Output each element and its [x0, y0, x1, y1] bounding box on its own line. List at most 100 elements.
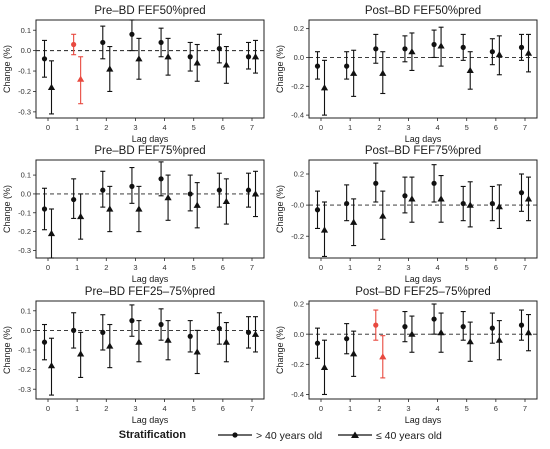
- y-tick-label: -0.2: [18, 365, 31, 374]
- y-tick-label: -0.0: [291, 201, 304, 210]
- x-tick-label: 3: [133, 404, 137, 413]
- y-tick-label: -0.2: [18, 87, 31, 96]
- point-triangle: [320, 226, 329, 233]
- point-circle: [216, 45, 222, 52]
- point-circle: [431, 41, 437, 48]
- x-tick-label: 6: [221, 123, 225, 132]
- point-circle: [100, 39, 106, 46]
- panel-title: Pre–BD FEF75%pred: [94, 145, 205, 157]
- panel-frame: [308, 19, 538, 119]
- point-triangle: [495, 203, 503, 210]
- x-axis-label: Lag days: [405, 274, 442, 284]
- point-triangle: [350, 350, 358, 357]
- x-tick-label: 1: [348, 123, 352, 132]
- panel-title: Pre–BD FEF50%pred: [94, 5, 205, 17]
- x-tick-label: 0: [319, 404, 323, 413]
- point-triangle: [77, 212, 85, 220]
- point-triangle: [524, 195, 533, 202]
- legend-label-under-40: ≤ 40 years old: [376, 430, 442, 442]
- x-tick-label: 5: [465, 263, 469, 272]
- point-circle: [314, 340, 321, 346]
- y-axis-label: Change (%): [275, 45, 285, 93]
- point-circle: [344, 336, 350, 342]
- point-triangle: [164, 53, 172, 60]
- x-tick-label: 3: [406, 263, 410, 272]
- point-circle: [373, 46, 379, 52]
- point-circle: [402, 193, 408, 199]
- panels-group: Pre–BD FEF50%pred -0.3 -0.2 -0.1 0.0 0.1 0 1 2 3 4…: [2, 5, 538, 425]
- y-tick-label: -0.4: [291, 390, 304, 399]
- panel-frame: [308, 159, 538, 259]
- x-axis-label: Lag days: [405, 134, 442, 144]
- point-circle: [489, 49, 495, 55]
- point-triangle: [47, 83, 56, 90]
- point-triangle: [222, 338, 230, 345]
- legend-title: Stratification: [119, 429, 187, 441]
- legend-circle-marker: [232, 432, 238, 438]
- point-triangle: [524, 329, 533, 336]
- point-circle: [100, 329, 106, 335]
- point-circle: [245, 329, 252, 335]
- panel-title: Pre–BD FEF25–75%pred: [85, 286, 215, 298]
- y-tick-label: -0.2: [18, 227, 31, 236]
- point-triangle: [251, 53, 260, 60]
- x-tick-label: 0: [319, 123, 323, 132]
- point-triangle: [524, 49, 533, 56]
- point-circle: [460, 324, 466, 330]
- point-circle: [41, 339, 48, 345]
- x-tick-label: 5: [465, 404, 469, 413]
- x-tick-label: 1: [348, 263, 352, 272]
- x-tick-label: 2: [377, 123, 381, 132]
- x-tick-label: 5: [192, 123, 196, 132]
- y-axis-label: Change (%): [2, 45, 12, 93]
- x-tick-label: 5: [465, 123, 469, 132]
- x-tick-label: 4: [435, 263, 439, 272]
- point-circle: [158, 321, 164, 328]
- point-circle: [431, 180, 437, 186]
- panel-title: Post–BD FEF75%pred: [365, 145, 481, 157]
- panel-frame: [308, 300, 538, 400]
- y-tick-label: -0.3: [18, 246, 31, 255]
- point-triangle: [135, 205, 143, 212]
- point-triangle: [466, 338, 474, 345]
- y-tick-label: -0.2: [291, 232, 304, 241]
- x-tick-label: 0: [319, 263, 323, 272]
- point-circle: [41, 56, 48, 62]
- point-triangle: [320, 84, 329, 91]
- chart-panel-4: Pre–BD FEF25–75%pred -0.3 -0.2 -0.1 0.0 0.1 0 1…: [2, 286, 265, 425]
- y-tick-label: 0.1: [21, 171, 31, 180]
- x-tick-label: 5: [192, 404, 196, 413]
- x-tick-label: 7: [250, 263, 254, 272]
- y-tick-label: 0.2: [294, 24, 304, 33]
- point-triangle: [106, 65, 114, 72]
- point-triangle: [193, 201, 201, 208]
- x-tick-label: 6: [494, 123, 498, 132]
- x-tick-label: 3: [406, 404, 410, 413]
- point-circle: [71, 196, 77, 203]
- point-triangle: [495, 336, 503, 343]
- chart-panel-5: Post–BD FEF25–75%pred -0.4 -0.2 0.0 0.2 0 1 2 3 4…: [275, 286, 538, 425]
- point-triangle: [437, 195, 445, 202]
- point-triangle: [251, 190, 260, 197]
- x-tick-label: 4: [162, 123, 166, 132]
- point-circle: [373, 322, 379, 328]
- y-tick-label: 0.0: [21, 190, 31, 199]
- x-tick-label: 3: [133, 263, 137, 272]
- y-tick-label: 0.0: [294, 330, 304, 339]
- x-tick-label: 7: [250, 123, 254, 132]
- y-tick-label: -0.2: [291, 82, 304, 91]
- x-tick-label: 7: [523, 123, 527, 132]
- chart-panel-1: Post–BD FEF50%pred -0.4 -0.2 0.0 0.2 0 1 2 3 4 5 6 7…: [275, 5, 538, 144]
- point-triangle: [379, 69, 387, 76]
- x-axis-label: Lag days: [132, 134, 169, 144]
- point-circle: [344, 63, 350, 69]
- x-axis-label: Lag days: [132, 274, 169, 284]
- y-tick-label: 0.0: [294, 53, 304, 62]
- point-triangle: [466, 201, 474, 208]
- point-triangle: [77, 350, 85, 357]
- x-tick-label: 4: [435, 404, 439, 413]
- point-circle: [344, 200, 350, 207]
- y-tick-label: 0.1: [21, 26, 31, 35]
- point-triangle: [106, 342, 114, 349]
- point-circle: [100, 187, 106, 193]
